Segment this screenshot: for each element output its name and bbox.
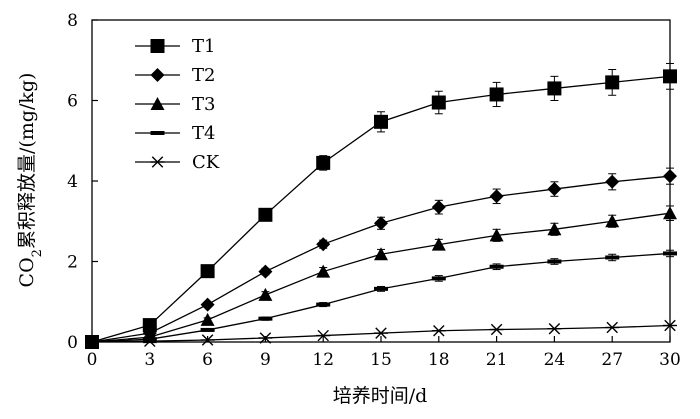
data-point — [200, 297, 215, 312]
data-point — [431, 237, 446, 251]
data-point — [142, 337, 157, 342]
legend-label: T3 — [192, 94, 215, 115]
y-axis-title: CO2累积释放量/(mg/kg) — [16, 73, 45, 288]
data-point — [316, 329, 331, 342]
data-point — [258, 207, 273, 222]
legend-marker — [150, 156, 165, 168]
data-point — [316, 264, 331, 278]
data-point — [258, 332, 273, 344]
data-point — [374, 216, 388, 231]
data-point — [374, 247, 388, 261]
data-point — [258, 287, 273, 301]
legend: T1 T2 T3 T4 CK — [135, 36, 220, 173]
y-axis-title-part: 累积释放量/(mg/kg) — [16, 73, 38, 249]
data-point — [258, 264, 273, 279]
data-point — [547, 222, 562, 236]
legend-label: CK — [192, 152, 220, 173]
data-point — [489, 264, 504, 269]
data-point — [316, 302, 331, 307]
legend-marker — [150, 68, 165, 82]
data-point — [431, 276, 446, 281]
y-tick-label: 6 — [67, 92, 78, 112]
y-axis-title-subscript: 2 — [30, 249, 45, 257]
series-layer — [85, 62, 677, 349]
data-point — [605, 214, 620, 228]
data-point — [547, 81, 562, 96]
data-point — [200, 264, 215, 279]
data-point — [605, 321, 620, 334]
data-point — [200, 327, 215, 332]
x-tick-label: 12 — [312, 350, 334, 370]
data-point — [489, 189, 504, 204]
data-point — [374, 327, 388, 339]
data-point — [547, 322, 562, 335]
data-point — [374, 286, 388, 291]
data-point — [200, 312, 215, 326]
legend-marker — [150, 97, 165, 110]
x-tick-label: 3 — [144, 350, 155, 370]
y-tick-label: 8 — [67, 11, 78, 31]
data-point — [605, 75, 620, 90]
data-point — [316, 237, 331, 252]
legend-item-t3: T3 — [135, 94, 215, 115]
data-point — [489, 323, 504, 336]
tick-marks — [91, 19, 671, 343]
plot-frame — [91, 19, 671, 343]
data-point — [142, 318, 157, 333]
x-tick-label: 18 — [428, 350, 450, 370]
x-tick-label: 15 — [370, 350, 392, 370]
data-point — [489, 87, 504, 102]
legend-label: T4 — [192, 123, 215, 144]
data-point — [547, 182, 562, 197]
data-point — [85, 336, 99, 348]
data-point — [663, 319, 677, 332]
data-point — [663, 69, 677, 84]
legend-item-t1: T1 — [135, 36, 215, 57]
data-point — [258, 316, 273, 321]
y-tick-label: 4 — [67, 172, 78, 192]
x-tick-label: 0 — [87, 350, 98, 370]
legend-label: T2 — [192, 65, 215, 86]
y-tick-label: 2 — [67, 253, 78, 273]
legend-marker — [150, 39, 165, 53]
data-point — [547, 259, 562, 264]
data-point — [663, 206, 677, 220]
y-tick-label: 0 — [67, 333, 78, 353]
x-tick-label: 27 — [601, 350, 623, 370]
legend-item-t2: T2 — [135, 65, 215, 86]
data-point — [142, 335, 157, 347]
x-tick-label: 6 — [202, 350, 213, 370]
data-point — [605, 174, 620, 189]
plot-border — [91, 19, 671, 343]
data-point — [374, 114, 388, 129]
series-ck — [85, 319, 677, 348]
series-line — [91, 212, 671, 343]
data-point — [489, 228, 504, 242]
data-point — [200, 334, 215, 346]
series-t2 — [85, 167, 677, 349]
legend-label: T1 — [192, 36, 215, 57]
x-tick-label: 9 — [260, 350, 271, 370]
x-tick-label: 30 — [659, 350, 681, 370]
data-point — [431, 200, 446, 215]
x-tick-label: 21 — [486, 350, 508, 370]
data-point — [605, 255, 620, 260]
legend-item-t4: T4 — [135, 123, 215, 144]
data-point — [663, 251, 677, 256]
y-axis-title-part: CO — [16, 257, 38, 287]
data-point — [663, 169, 677, 184]
data-point — [431, 95, 446, 110]
x-tick-label: 24 — [544, 350, 566, 370]
legend-item-ck: CK — [135, 152, 220, 173]
data-point — [431, 324, 446, 337]
legend-marker — [150, 131, 165, 135]
series-t1 — [85, 62, 677, 349]
data-point — [316, 155, 331, 170]
x-axis-title: 培养时间/d — [333, 385, 428, 407]
